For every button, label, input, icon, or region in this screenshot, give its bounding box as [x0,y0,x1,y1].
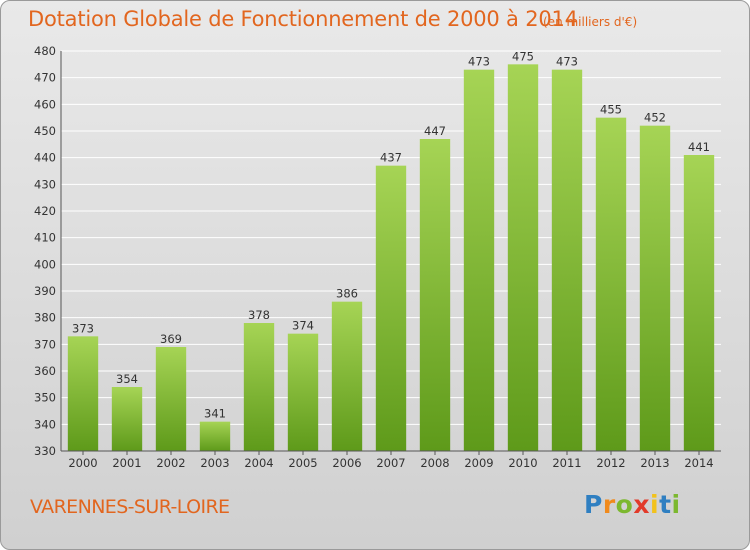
x-tick-label: 2014 [684,456,713,470]
bar [155,347,187,451]
bar [639,125,671,452]
bar-value-label: 473 [556,55,578,69]
x-tick-label: 2004 [244,456,273,470]
x-tick-label: 2003 [200,456,229,470]
bar [67,336,99,451]
y-tick-label: 370 [34,337,56,351]
x-tick-label: 2005 [288,456,317,470]
y-tick-label: 420 [34,204,56,218]
bar [419,139,451,451]
chart-title: Dotation Globale de Fonctionnement de 20… [28,7,578,31]
x-tick-label: 2008 [420,456,449,470]
bar-value-label: 369 [160,332,182,346]
x-tick-label: 2010 [508,456,537,470]
x-tick-label: 2009 [464,456,493,470]
bar [463,69,495,452]
y-tick-label: 460 [34,97,56,111]
bar [595,117,627,452]
y-tick-label: 480 [34,44,56,58]
bar-value-label: 373 [72,321,94,335]
bar [287,333,319,451]
bar-value-label: 437 [380,151,402,165]
y-tick-label: 340 [34,417,56,431]
x-tick-label: 2002 [156,456,185,470]
bar [551,69,583,452]
bar-value-label: 341 [204,407,226,421]
bar-value-label: 473 [468,55,490,69]
bar [375,165,407,451]
y-tick-label: 440 [34,151,56,165]
y-tick-label: 410 [34,231,56,245]
y-tick-label: 470 [34,71,56,85]
commune-name: VARENNES-SUR-LOIRE [30,496,230,518]
bar-value-label: 386 [336,287,358,301]
y-tick-label: 380 [34,311,56,325]
y-tick-label: 330 [34,444,56,458]
logo-letter: x [633,490,650,519]
y-tick-label: 450 [34,124,56,138]
y-tick-label: 430 [34,177,56,191]
x-tick-label: 2006 [332,456,361,470]
bar-value-label: 378 [248,308,270,322]
logo-letter: t [659,490,672,519]
bar [199,421,231,451]
proxiti-logo: Proxiti [584,490,681,519]
bar [507,64,539,452]
bar-value-label: 455 [600,103,622,117]
logo-letter: r [602,490,616,519]
y-tick-label: 350 [34,391,56,405]
x-tick-label: 2007 [376,456,405,470]
y-tick-label: 400 [34,257,56,271]
bar [243,323,275,451]
bar-value-label: 354 [116,372,138,386]
y-tick-label: 390 [34,284,56,298]
y-tick-label: 360 [34,364,56,378]
x-tick-label: 2012 [596,456,625,470]
bar-value-label: 447 [424,124,446,138]
logo-letter: i [650,490,660,519]
bar [683,155,715,451]
labels: 330 340 350 360 370 380 390 400 410 420 430 440 450 4… [34,44,714,470]
bar-value-label: 374 [292,319,314,333]
bar-value-label: 452 [644,111,666,125]
logo-letter: P [584,490,603,519]
bar [331,301,363,451]
bar [111,387,143,451]
bar-value-label: 475 [512,49,534,63]
x-tick-label: 2001 [112,456,141,470]
x-tick-label: 2011 [552,456,581,470]
x-tick-label: 2000 [68,456,97,470]
chart-unit-note: (en milliers d'€) [543,15,638,29]
x-tick-label: 2013 [640,456,669,470]
bar-value-label: 441 [688,140,710,154]
bars [67,64,715,452]
axes [60,51,721,455]
logo-letter: i [671,490,681,519]
logo-letter: o [615,490,634,519]
